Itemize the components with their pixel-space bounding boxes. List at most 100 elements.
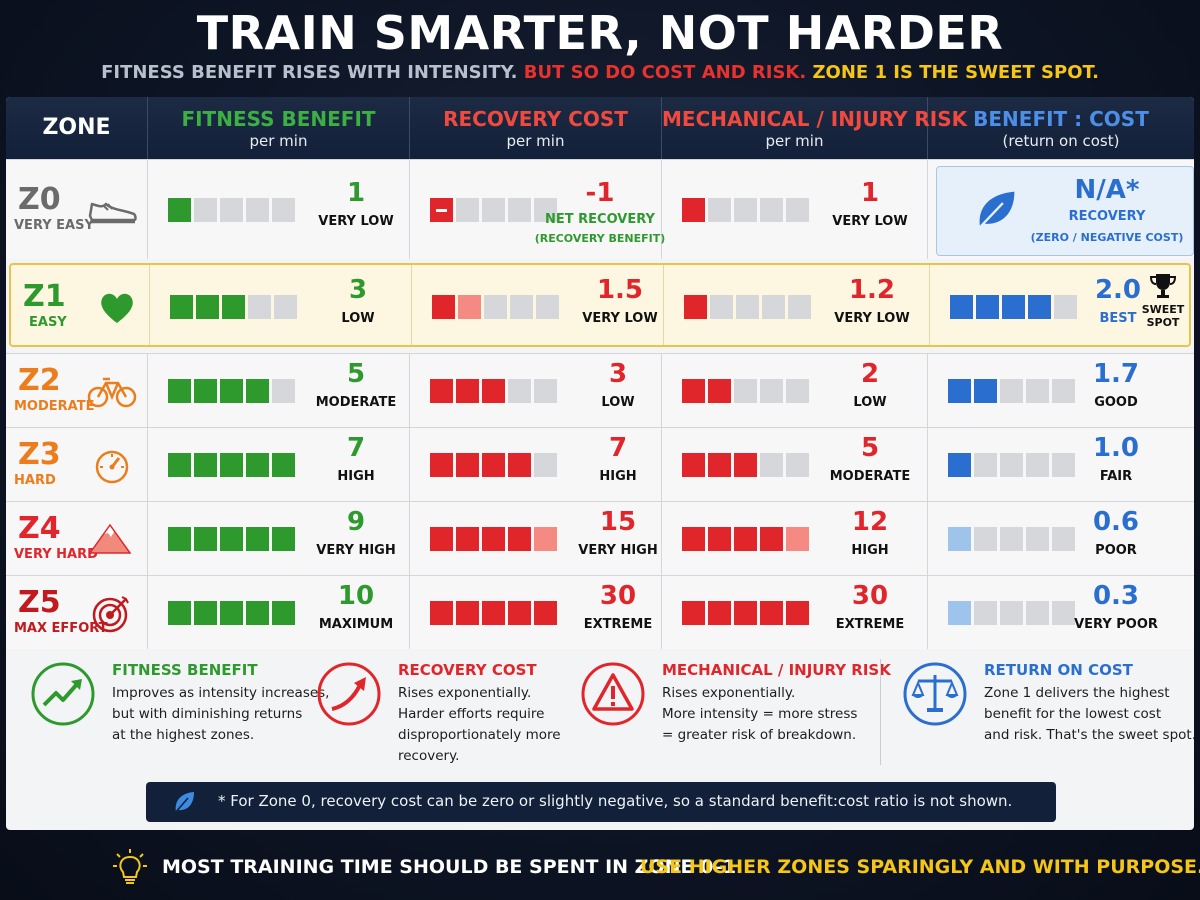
- level-segment: [974, 527, 997, 551]
- zone-cell: Z2 MODERATE: [6, 354, 148, 427]
- zone-row-z3: Z3 HARD 7 HIGH 7 HIGH 5 MODERATE 1.0 FAIR: [6, 427, 1194, 501]
- fitness-label: MODERATE: [315, 395, 397, 410]
- level-bars: [948, 453, 1075, 477]
- level-segment: [194, 198, 217, 222]
- fitness-cell: 7 HIGH: [148, 428, 410, 501]
- level-segment: [786, 198, 809, 222]
- level-segment: [456, 527, 479, 551]
- ratio-cell: N/A* RECOVERY (ZERO / NEGATIVE COST): [928, 160, 1194, 259]
- level-segment: [458, 295, 481, 319]
- level-segment: [682, 379, 705, 403]
- recovery-label: NET RECOVERY: [545, 212, 655, 227]
- level-segment: [168, 379, 191, 403]
- zone-id: Z5: [18, 585, 61, 620]
- ratio-cell: 0.3 VERY POOR: [928, 576, 1194, 649]
- sweet-spot-badge: SWEET SPOT: [1141, 303, 1185, 329]
- zone-cell: Z3 HARD: [6, 428, 148, 501]
- fitness-label: MAXIMUM: [318, 617, 394, 632]
- zone-cell: Z1 EASY: [11, 265, 150, 345]
- level-segment: [482, 453, 505, 477]
- zone-row-z4: Z4 VERY HARD 9 VERY HIGH 15 VERY HIGH 12 HIGH 0.…: [6, 501, 1194, 575]
- legend-line: at the highest zones.: [112, 727, 255, 743]
- risk-label: EXTREME: [835, 617, 905, 632]
- level-segment: [708, 379, 731, 403]
- level-segment: [432, 295, 455, 319]
- ratio-label: RECOVERY: [1068, 209, 1146, 224]
- level-segment: [682, 601, 705, 625]
- recovery-cell: 7 HIGH: [410, 428, 662, 501]
- level-segment: [248, 295, 271, 319]
- level-bars: [948, 601, 1075, 625]
- zone-cell: Z5 MAX EFFORT: [6, 576, 148, 649]
- ratio-cell: 2.0 BEST SWEET SPOT: [930, 265, 1194, 345]
- level-segment: [976, 295, 999, 319]
- level-segment: [1026, 379, 1049, 403]
- level-bars: [682, 453, 809, 477]
- ratio-cell: 0.6 POOR: [928, 502, 1194, 575]
- zone-name: HARD: [14, 473, 56, 488]
- level-segment: [534, 198, 557, 222]
- level-segment: [734, 527, 757, 551]
- zone-cell: Z4 VERY HARD: [6, 502, 148, 575]
- footer-part-2: USE HIGHER ZONES SPARINGLY AND WITH PURP…: [640, 856, 1200, 878]
- level-segment: [786, 527, 809, 551]
- footer-banner: MOST TRAINING TIME SHOULD BE SPENT IN ZO…: [0, 848, 1200, 888]
- ratio-value: N/A*: [1074, 175, 1140, 205]
- zone-id: Z0: [18, 182, 61, 217]
- header-risk-sub: per min: [765, 132, 824, 150]
- fitness-cell: 5 MODERATE: [148, 354, 410, 427]
- level-segment: [534, 527, 557, 551]
- level-segment: [220, 379, 243, 403]
- level-segment: [1000, 527, 1023, 551]
- level-segment: [1026, 453, 1049, 477]
- legend-risk-title: MECHANICAL / INJURY RISK: [662, 661, 891, 679]
- risk-cell: 5 MODERATE: [662, 428, 928, 501]
- risk-value: 1.2: [848, 275, 896, 305]
- footer-part-1: MOST TRAINING TIME SHOULD BE SPENT IN ZO…: [162, 856, 744, 878]
- level-segment: [482, 527, 505, 551]
- level-segment: [682, 198, 705, 222]
- header-zone: ZONE: [6, 97, 148, 159]
- fitness-value: 10: [337, 581, 375, 611]
- recovery-cell: 30 EXTREME: [410, 576, 662, 649]
- level-bars: [948, 379, 1075, 403]
- fitness-cell: 1 VERY LOW: [148, 160, 410, 259]
- level-segment: [708, 453, 731, 477]
- level-segment: [510, 295, 533, 319]
- legend-recovery-desc: Rises exponentially. Harder efforts requ…: [398, 683, 561, 767]
- legend-line: = greater risk of breakdown.: [662, 727, 857, 743]
- level-bars: [950, 295, 1077, 319]
- zone-row-z0: Z0 VERY EASY 1 VERY LOW (RECOVERY BENEFIT) -1…: [6, 159, 1194, 259]
- level-segment: [168, 601, 191, 625]
- level-segment: [430, 527, 453, 551]
- level-bars: [430, 453, 557, 477]
- legend-line: but with diminishing returns: [112, 706, 303, 722]
- minus-mark: [436, 209, 447, 212]
- trophy-icon: [1149, 274, 1177, 298]
- level-segment: [734, 453, 757, 477]
- level-segment: [1000, 379, 1023, 403]
- level-bars: [168, 198, 295, 222]
- header-recovery: RECOVERY COST per min: [410, 97, 662, 159]
- level-segment: [196, 295, 219, 319]
- recovery-note: (RECOVERY BENEFIT): [534, 232, 666, 245]
- level-segment: [194, 379, 217, 403]
- level-segment: [194, 601, 217, 625]
- level-segment: [760, 198, 783, 222]
- legend-line: Zone 1 delivers the highest: [984, 685, 1170, 701]
- level-segment: [222, 295, 245, 319]
- risk-value: 5: [860, 433, 880, 463]
- zone-id: Z1: [23, 279, 66, 314]
- risk-cell: 12 HIGH: [662, 502, 928, 575]
- ratio-cell: 1.7 GOOD: [928, 354, 1194, 427]
- level-segment: [1052, 601, 1075, 625]
- level-segment: [534, 601, 557, 625]
- level-segment: [788, 295, 811, 319]
- level-segment: [272, 379, 295, 403]
- level-bars: [168, 453, 295, 477]
- ratio-label: BEST: [1099, 311, 1137, 326]
- header-ratio-title: BENEFIT : COST: [973, 107, 1149, 131]
- legend-line: Harder efforts require: [398, 706, 545, 722]
- recovery-value: 1.5: [596, 275, 644, 305]
- recovery-value: 30: [599, 581, 637, 611]
